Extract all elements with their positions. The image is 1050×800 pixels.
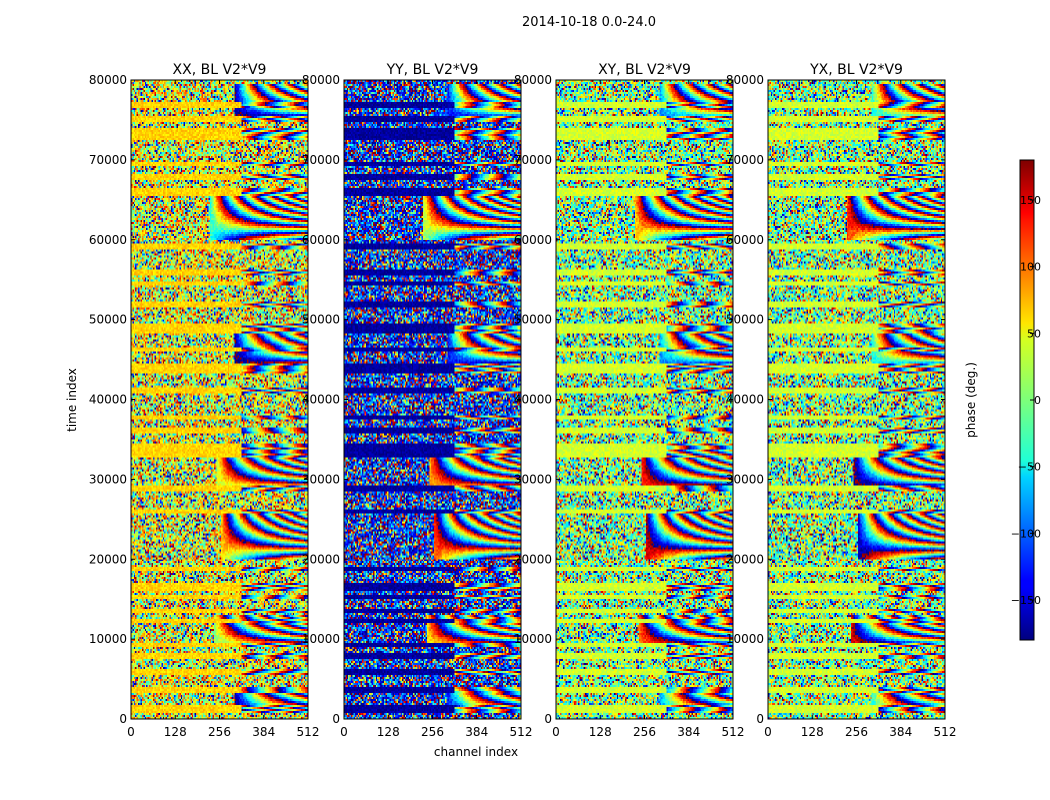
y-tick-label: 80000 [89, 73, 127, 87]
heatmap-raster [131, 80, 308, 719]
x-tick-label: 256 [208, 725, 231, 739]
y-tick-label: 0 [119, 712, 127, 726]
panel-title: XY, BL V2*V9 [598, 62, 691, 78]
x-tick-label: 0 [552, 725, 560, 739]
x-tick-label: 512 [934, 725, 957, 739]
y-tick-label: 50000 [514, 313, 552, 327]
y-tick-label: 30000 [89, 472, 127, 486]
x-tick-label: 384 [677, 725, 700, 739]
y-tick-label: 70000 [514, 153, 552, 167]
x-tick-label: 128 [164, 725, 187, 739]
y-tick-label: 70000 [89, 153, 127, 167]
panel-xy: XY, BL V2*V9 0 128 256 384 512 0 10000 20000 3000… [514, 62, 745, 739]
x-tick-label: 512 [510, 725, 533, 739]
y-tick-label: 30000 [726, 472, 764, 486]
x-tick-label: 512 [722, 725, 745, 739]
panel-xx: XX, BL V2*V9 0 128 256 384 512 0 10000 20000 3000… [89, 62, 320, 739]
y-tick-label: 50000 [302, 313, 340, 327]
heatmap-raster [768, 80, 945, 719]
colorbar-tick-label: 50 [1027, 327, 1041, 340]
panel-title: YY, BL V2*V9 [386, 62, 479, 78]
panel-title: YX, BL V2*V9 [809, 62, 903, 78]
y-tick-label: 70000 [302, 153, 340, 167]
y-axis-label: time index [65, 368, 79, 432]
y-tick-label: 20000 [514, 552, 552, 566]
x-tick-label: 384 [252, 725, 275, 739]
y-tick-label: 20000 [302, 552, 340, 566]
heatmap-raster [344, 80, 521, 719]
panel-group: XX, BL V2*V9 0 128 256 384 512 0 10000 20000 3000… [89, 62, 957, 739]
y-tick-label: 60000 [726, 233, 764, 247]
y-tick-label: 20000 [726, 552, 764, 566]
y-tick-label: 50000 [726, 313, 764, 327]
y-tick-label: 80000 [514, 73, 552, 87]
figure-suptitle: 2014-10-18 0.0-24.0 [522, 15, 656, 30]
y-tick-label: 40000 [726, 393, 764, 407]
panel-title: XX, BL V2*V9 [173, 62, 267, 78]
y-tick-label: 20000 [89, 552, 127, 566]
y-tick-label: 0 [756, 712, 764, 726]
x-tick-label: 256 [633, 725, 656, 739]
x-tick-label: 0 [764, 725, 772, 739]
y-tick-label: 80000 [302, 73, 340, 87]
heatmap-raster [556, 80, 733, 719]
y-tick-label: 40000 [89, 393, 127, 407]
x-tick-label: 256 [421, 725, 444, 739]
colorbar-tick-label: −50 [1018, 461, 1041, 474]
x-tick-label: 0 [340, 725, 348, 739]
x-tick-label: 384 [889, 725, 912, 739]
x-tick-label: 128 [377, 725, 400, 739]
x-tick-label: 128 [801, 725, 824, 739]
y-tick-label: 30000 [514, 472, 552, 486]
y-tick-label: 60000 [514, 233, 552, 247]
colorbar-tick-label: 0 [1034, 394, 1041, 407]
y-tick-label: 30000 [302, 472, 340, 486]
x-tick-label: 256 [845, 725, 868, 739]
y-tick-label: 10000 [89, 632, 127, 646]
y-tick-label: 40000 [302, 393, 340, 407]
colorbar-ticks: −150 −100 −50 0 50 100 150 [1011, 194, 1041, 607]
y-tick-label: 0 [544, 712, 552, 726]
colorbar-label: phase (deg.) [964, 362, 978, 438]
colorbar-tick-label: 100 [1020, 261, 1041, 274]
y-tick-label: 10000 [726, 632, 764, 646]
x-tick-label: 128 [589, 725, 612, 739]
panel-yy: YY, BL V2*V9 0 128 256 384 512 0 10000 20000 3000… [302, 62, 533, 739]
panel-yx: YX, BL V2*V9 0 128 256 384 512 0 10000 20000 3000… [726, 62, 957, 739]
y-tick-label: 10000 [302, 632, 340, 646]
colorbar-tick-label: −150 [1011, 594, 1041, 607]
y-tick-label: 0 [332, 712, 340, 726]
y-tick-label: 50000 [89, 313, 127, 327]
y-tick-label: 70000 [726, 153, 764, 167]
y-tick-label: 60000 [302, 233, 340, 247]
x-tick-label: 384 [465, 725, 488, 739]
colorbar-tick-label: 150 [1020, 194, 1041, 207]
y-tick-label: 10000 [514, 632, 552, 646]
colorbar: −150 −100 −50 0 50 100 150 phase (deg.) [964, 159, 1041, 641]
colorbar-tick-label: −100 [1011, 527, 1041, 540]
y-tick-label: 80000 [726, 73, 764, 87]
y-tick-label: 40000 [514, 393, 552, 407]
x-axis-label: channel index [434, 745, 518, 759]
x-tick-label: 512 [297, 725, 320, 739]
x-tick-label: 0 [127, 725, 135, 739]
y-tick-label: 60000 [89, 233, 127, 247]
